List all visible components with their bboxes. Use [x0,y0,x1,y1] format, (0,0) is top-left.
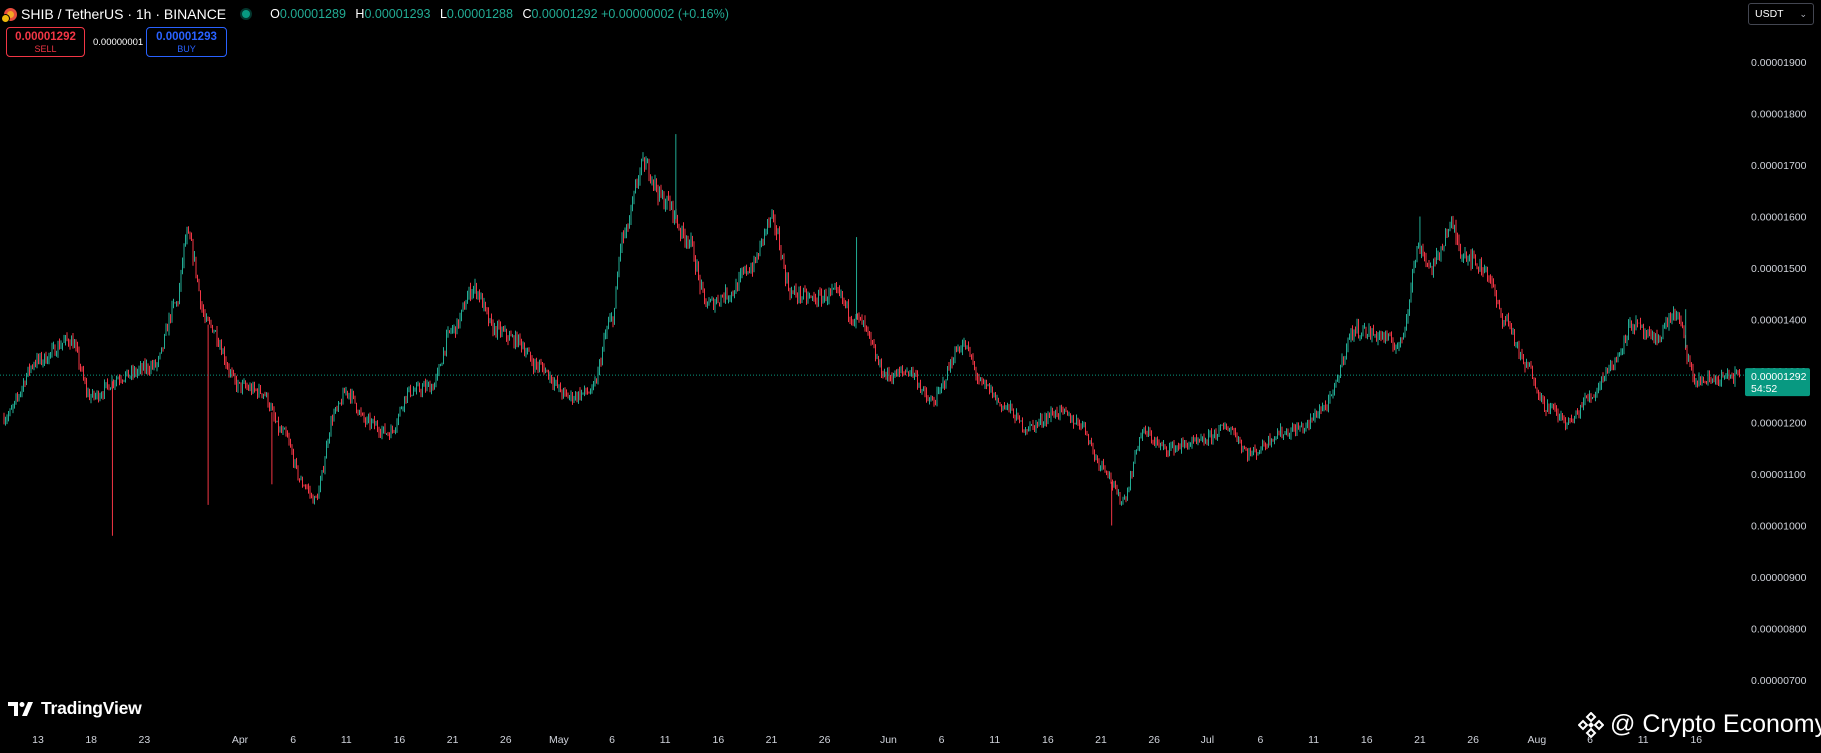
bar-countdown: 54:52 [1751,383,1777,395]
price-tick-label: 0.00001500 [1751,263,1807,275]
time-tick-label: 26 [1467,734,1479,746]
open-value: 0.00001289 [279,7,346,21]
binance-diamond-icon [1578,711,1604,738]
price-tick-label: 0.00001400 [1751,315,1807,327]
sell-price: 0.00001292 [15,31,76,43]
symbol-title[interactable]: SHIB / TetherUS · 1h · BINANCE [21,6,227,22]
time-tick-label: 21 [1095,734,1107,746]
time-tick-label: May [549,734,570,746]
time-tick-label: 13 [32,734,44,746]
close-key: C [522,7,532,21]
market-status-icon[interactable] [242,10,251,18]
time-tick-label: Jun [880,734,897,746]
shib-coin-icon [1,7,17,23]
time-tick-label: 6 [1587,734,1593,746]
time-tick-label: 16 [1690,734,1702,746]
time-tick-label: 18 [85,734,97,746]
time-tick-label: 26 [500,734,512,746]
candles-group [3,134,1740,536]
change-value: +0.00000002 (+0.16%) [601,7,729,21]
open-key: O [270,7,280,21]
high-value: 0.00001293 [364,7,431,21]
high-key: H [355,7,365,21]
price-tick-label: 0.00000700 [1751,675,1807,687]
price-tick-label: 0.00000800 [1751,624,1807,636]
legend-header: SHIB / TetherUS · 1h · BINANCE O0.000012… [1,4,729,24]
time-tick-label: 21 [766,734,778,746]
price-tick-label: 0.00001700 [1751,160,1807,172]
time-tick-label: 11 [1308,734,1319,746]
time-tick-label: 6 [609,734,615,746]
price-tick-label: 0.00001000 [1751,521,1807,533]
chevron-down-icon: ⌄ [1799,8,1807,19]
low-key: L [439,7,447,21]
time-tick-label: 16 [394,734,406,746]
time-tick-label: 21 [447,734,459,746]
time-tick-label: 16 [1361,734,1373,746]
price-tick-label: 0.00001900 [1751,57,1807,69]
spread-value: 0.00000001 [93,37,144,48]
time-tick-label: 11 [341,734,352,746]
low-value: 0.00001288 [446,7,513,21]
sell-label: SELL [34,44,57,54]
time-tick-label: 26 [819,734,831,746]
time-tick-label: 21 [1414,734,1426,746]
buy-label: BUY [177,44,196,54]
ohlc-values: O0.00001289 H0.00001293 L0.00001288 C0.0… [264,7,729,21]
time-tick-label: 11 [1638,734,1649,746]
time-tick-label: 23 [138,734,150,746]
time-tick-label: 11 [989,734,1000,746]
price-tick-label: 0.00001800 [1751,109,1807,121]
tradingview-logo-icon [8,701,33,716]
currency-select[interactable]: USDT ⌄ [1748,3,1814,25]
last-price-tag: 0.00001292 54:52 [1745,368,1810,397]
time-tick-label: Jul [1201,734,1214,746]
close-value: 0.00001292 [531,7,598,21]
time-tick-label: 11 [660,734,671,746]
buy-price: 0.00001293 [156,31,217,43]
time-tick-label: 6 [1258,734,1264,746]
time-tick-label: 6 [939,734,945,746]
price-axis[interactable]: 0.00001900 0.00001800 0.00001700 0.00001600… [1751,57,1807,687]
price-tick-label: 0.00001100 [1751,469,1806,481]
last-price-label: 0.00001292 [1751,371,1807,383]
last-price-tag-bg [1745,368,1810,397]
time-tick-label: 6 [290,734,296,746]
time-tick-label: 26 [1148,734,1160,746]
tradingview-logo-text: TradingView [41,698,142,718]
currency-label: USDT [1755,8,1784,20]
sell-button[interactable]: 0.00001292 SELL [6,27,85,57]
time-tick-label: 16 [1042,734,1054,746]
buy-button[interactable]: 0.00001293 BUY [146,27,227,57]
time-axis[interactable]: 13 18 23 Apr 6 11 16 21 26 May 6 11 16 21 26 Jun 6 11 16 21… [32,734,1702,746]
tradingview-logo[interactable]: TradingView [8,698,142,719]
watermark-text: @ Crypto Economy [1610,710,1821,738]
time-tick-label: Aug [1528,734,1547,746]
time-tick-label: 16 [713,734,725,746]
price-tick-label: 0.00001600 [1751,212,1807,224]
price-tick-label: 0.00001200 [1751,418,1807,430]
exchange-badge-icon [1,13,10,23]
price-tick-label: 0.00000900 [1751,572,1807,584]
watermark: @ Crypto Economy [1578,710,1821,739]
time-tick-label: Apr [232,734,249,746]
